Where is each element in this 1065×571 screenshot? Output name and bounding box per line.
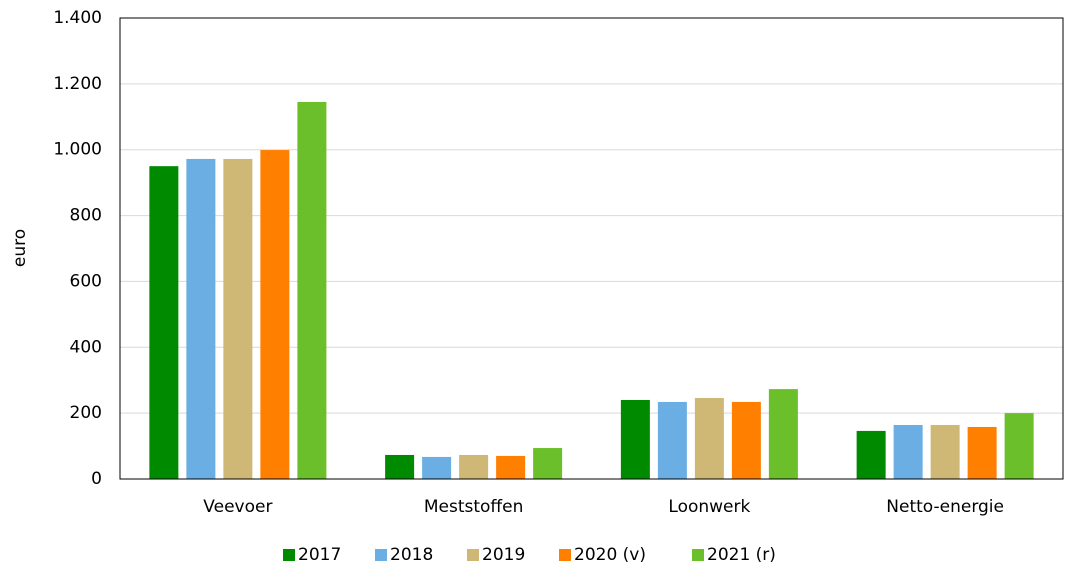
legend-label: 2017 [298, 545, 341, 565]
bar [967, 426, 997, 479]
legend-swatch [692, 549, 704, 561]
x-tick-label: Loonwerk [668, 497, 750, 517]
y-tick-label: 800 [70, 206, 102, 226]
bar [768, 389, 798, 479]
bar [260, 150, 290, 479]
bar [694, 397, 724, 479]
y-tick-label: 200 [70, 403, 102, 423]
legend-label: 2018 [390, 545, 433, 565]
legend-label: 2021 (r) [707, 545, 776, 565]
bar [533, 448, 563, 479]
bar [657, 401, 687, 479]
bar [856, 430, 886, 479]
x-tick-label: Meststoffen [424, 497, 524, 517]
bar [620, 399, 650, 479]
y-axis-label: euro [10, 229, 30, 267]
bar [385, 454, 415, 479]
x-tick-label: Veevoer [203, 497, 272, 517]
bar [1004, 413, 1034, 479]
y-tick-label: 600 [70, 271, 102, 291]
y-tick-label: 1.400 [53, 8, 102, 28]
legend-swatch [559, 549, 571, 561]
legend-label: 2019 [482, 545, 525, 565]
bar [459, 454, 489, 479]
legend-swatch [375, 549, 387, 561]
bar [496, 455, 526, 479]
legend-swatch [467, 549, 479, 561]
bar [422, 456, 452, 479]
bar [149, 166, 179, 479]
y-tick-label: 0 [91, 469, 102, 489]
bar [223, 158, 253, 480]
legend-swatch [283, 549, 295, 561]
bar [297, 101, 327, 479]
legend-label: 2020 (v) [574, 545, 646, 565]
y-tick-label: 1.000 [53, 140, 102, 160]
bar [930, 424, 960, 479]
y-tick-label: 1.200 [53, 74, 102, 94]
x-tick-label: Netto-energie [886, 497, 1004, 517]
bar [893, 424, 923, 479]
bar [731, 401, 761, 479]
bar [186, 158, 216, 480]
y-tick-label: 400 [70, 337, 102, 357]
